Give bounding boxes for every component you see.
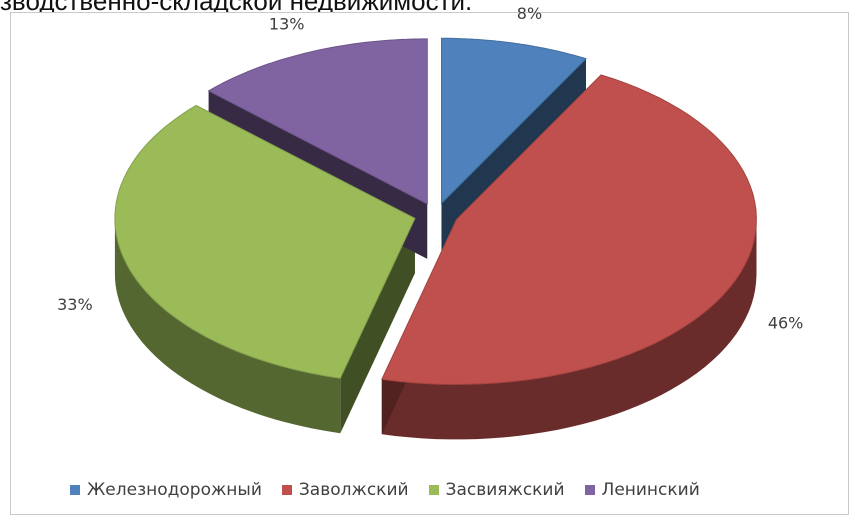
legend-label-1: Заволжский bbox=[298, 480, 409, 500]
chart-legend: Железнодорожный Заволжский Засвияжский Лени… bbox=[70, 480, 700, 500]
legend-item-0: Железнодорожный bbox=[70, 480, 262, 500]
legend-swatch-2 bbox=[428, 485, 439, 495]
legend-item-2: Засвияжский bbox=[428, 480, 565, 500]
legend-swatch-1 bbox=[281, 485, 292, 495]
pie-slice-3 bbox=[207, 38, 428, 205]
legend-label-2: Засвияжский bbox=[445, 480, 565, 500]
pie-slice-1 bbox=[381, 74, 757, 385]
legend-swatch-3 bbox=[584, 485, 595, 495]
pie-labels: 8% 46% 33% 13% bbox=[57, 4, 803, 332]
data-label-0: 8% bbox=[517, 4, 542, 23]
legend-label-3: Ленинский bbox=[601, 480, 700, 500]
pie-slice-side-2 bbox=[114, 218, 341, 434]
pie-slice-0 bbox=[441, 37, 587, 205]
legend-label-0: Железнодорожный bbox=[87, 480, 262, 500]
pie-slice-2 bbox=[114, 104, 416, 379]
legend-swatch-0 bbox=[70, 485, 80, 495]
pie-slice-wall-2-0 bbox=[340, 218, 415, 434]
data-label-2: 33% bbox=[57, 295, 93, 314]
legend-item-3: Ленинский bbox=[584, 480, 700, 500]
data-label-3: 13% bbox=[269, 15, 305, 34]
pie-tops bbox=[114, 37, 757, 385]
data-label-1: 46% bbox=[768, 314, 804, 333]
legend-item-1: Заволжский bbox=[281, 480, 409, 500]
